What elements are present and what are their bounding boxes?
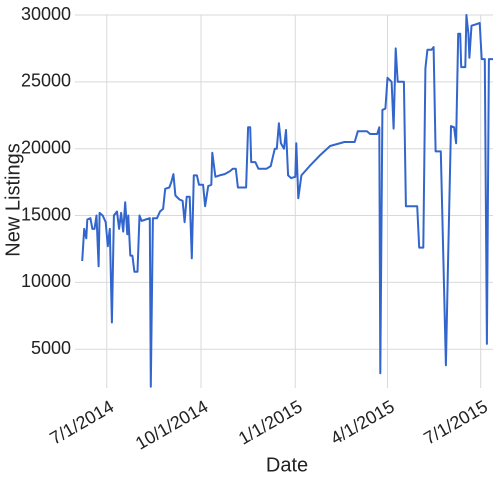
y-tick-label: 25000 <box>21 71 71 91</box>
x-axis-label: Date <box>266 454 308 476</box>
x-tick-label: 7/1/2015 <box>420 396 491 448</box>
x-tick-label: 4/1/2015 <box>327 396 398 448</box>
x-tick-label: 7/1/2014 <box>46 396 117 448</box>
y-tick-label: 15000 <box>21 204 71 224</box>
data-line <box>81 14 493 388</box>
y-tick-label: 20000 <box>21 137 71 157</box>
y-tick-label: 5000 <box>31 338 71 358</box>
y-tick-label: 30000 <box>21 4 71 24</box>
y-tick-label: 10000 <box>21 271 71 291</box>
x-tick-label: 1/1/2015 <box>235 396 306 448</box>
y-axis-label: New Listings <box>2 143 24 256</box>
x-tick-label: 10/1/2014 <box>132 396 211 453</box>
